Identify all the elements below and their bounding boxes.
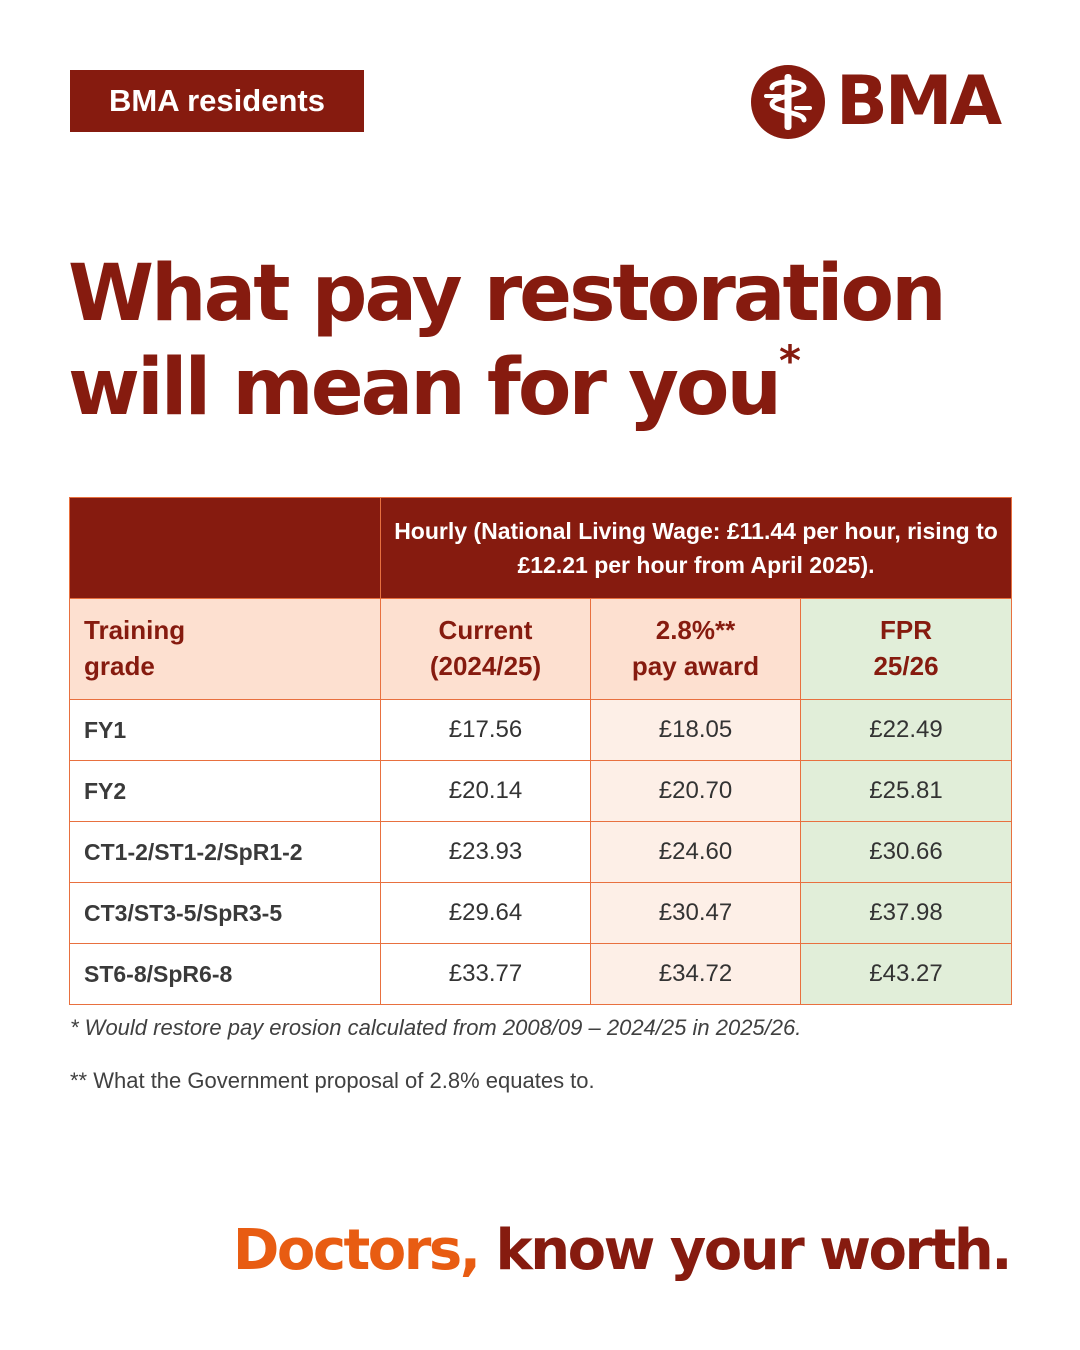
- col-header-fpr: FPR 25/26: [799, 598, 1013, 700]
- current-cell: £29.64: [380, 882, 591, 944]
- current-cell: £17.56: [380, 699, 591, 761]
- fpr-cell: £30.66: [799, 821, 1013, 883]
- bma-logo: BMA: [750, 62, 1002, 141]
- grade-cell: CT3/ST3-5/SpR3-5: [69, 882, 381, 944]
- award-cell: £18.05: [590, 699, 801, 761]
- table-row: FY1 £17.56 £18.05 £22.49: [69, 699, 1013, 761]
- grade-cell: FY1: [69, 699, 381, 761]
- pay-table: Hourly (National Living Wage: £11.44 per…: [69, 497, 1013, 1005]
- col-header-grade: Training grade: [69, 598, 381, 700]
- footnote-restoration: * Would restore pay erosion calculated f…: [70, 1015, 802, 1040]
- col-header-current: Current (2024/25): [380, 598, 591, 700]
- table-row: CT1-2/ST1-2/SpR1-2 £23.93 £24.60 £30.66: [69, 821, 1013, 883]
- table-header-row: Training grade Current (2024/25) 2.8%** pay…: [69, 598, 1013, 700]
- grade-cell: CT1-2/ST1-2/SpR1-2: [69, 821, 381, 883]
- brand-badge: BMA residents: [70, 70, 364, 132]
- award-cell: £20.70: [590, 760, 801, 822]
- award-cell: £30.47: [590, 882, 801, 944]
- fpr-cell: £37.98: [799, 882, 1013, 944]
- fpr-cell: £22.49: [799, 699, 1013, 761]
- table-header-top-row: Hourly (National Living Wage: £11.44 per…: [69, 497, 1013, 599]
- award-cell: £34.72: [590, 943, 801, 1005]
- col-header-award: 2.8%** pay award: [590, 598, 801, 700]
- award-cell: £24.60: [590, 821, 801, 883]
- grade-cell: ST6-8/SpR6-8: [69, 943, 381, 1005]
- tagline-doctors: Doctors,: [232, 1218, 481, 1283]
- fpr-cell: £25.81: [799, 760, 1013, 822]
- table-row: FY2 £20.14 £20.70 £25.81: [69, 760, 1013, 822]
- page-headline: What pay restoration will mean for you*: [68, 248, 1028, 435]
- grade-cell: FY2: [69, 760, 381, 822]
- bma-emblem-icon: [751, 65, 825, 139]
- headline-line-2: will mean for you: [68, 342, 782, 433]
- tagline: Doctors, know your worth.: [232, 1218, 1013, 1283]
- tagline-know-your-worth: know your worth.: [495, 1218, 1012, 1283]
- headline-line-1: What pay restoration: [68, 249, 947, 339]
- hourly-header: Hourly (National Living Wage: £11.44 per…: [379, 497, 1013, 599]
- table-row: ST6-8/SpR6-8 £33.77 £34.72 £43.27: [69, 943, 1013, 1005]
- current-cell: £23.93: [380, 821, 591, 883]
- header-blank-cell: [69, 497, 381, 599]
- current-cell: £33.77: [380, 943, 591, 1005]
- current-cell: £20.14: [380, 760, 591, 822]
- headline-footnote-mark: *: [779, 335, 801, 385]
- logo-wordmark: BMA: [836, 62, 1002, 141]
- table-row: CT3/ST3-5/SpR3-5 £29.64 £30.47 £37.98: [69, 882, 1013, 944]
- fpr-cell: £43.27: [799, 943, 1013, 1005]
- footnote-government-proposal: ** What the Government proposal of 2.8% …: [70, 1068, 595, 1093]
